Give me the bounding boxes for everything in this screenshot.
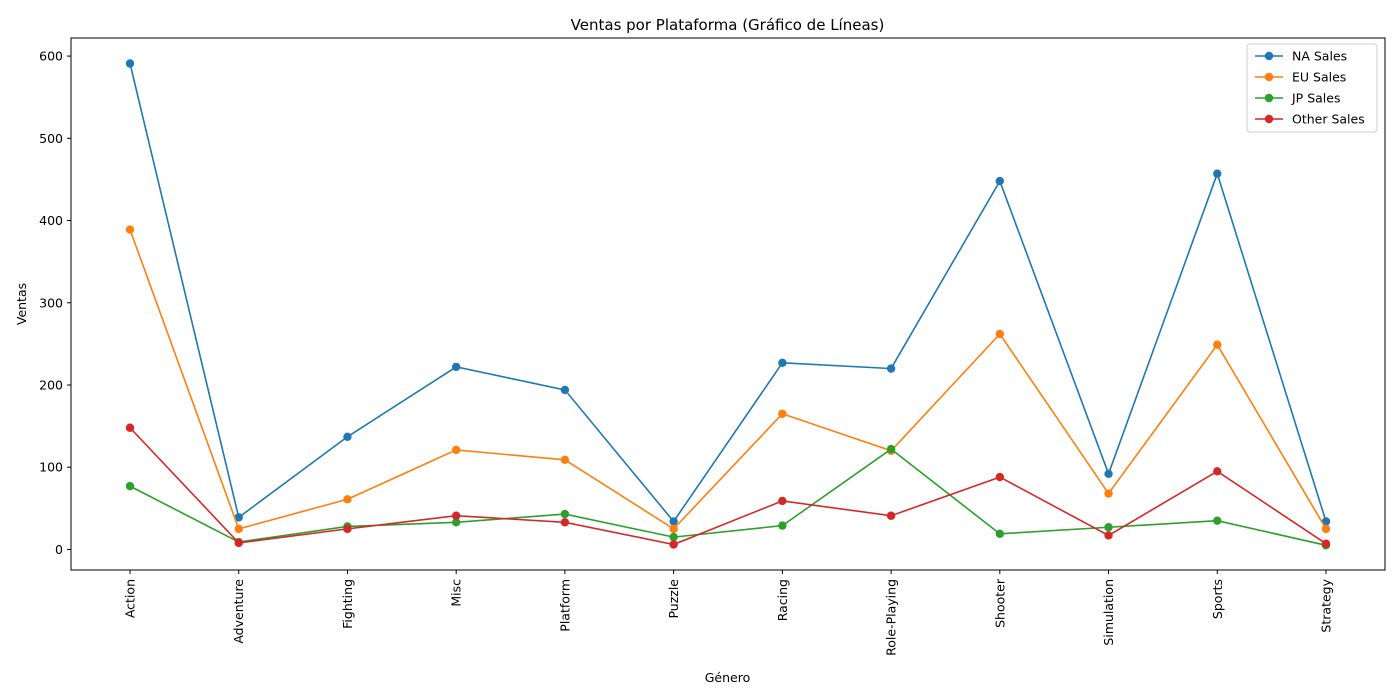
x-tick-label: Simulation — [1101, 579, 1116, 646]
data-point — [886, 511, 896, 520]
y-axis: 0 100 200 300 400 500 600 — [39, 49, 71, 557]
data-point — [995, 176, 1005, 186]
data-point — [886, 444, 896, 454]
data-point — [451, 518, 461, 527]
x-tick-label: Strategy — [1319, 578, 1334, 632]
data-point — [995, 472, 1005, 482]
data-point — [778, 521, 787, 530]
legend-marker — [1264, 51, 1274, 61]
legend-label: NA Sales — [1292, 49, 1347, 64]
chart-title: Ventas por Plataforma (Gráfico de Líneas… — [571, 16, 885, 34]
data-point — [1104, 531, 1113, 540]
data-point — [1104, 489, 1113, 498]
data-point — [125, 423, 135, 432]
data-point — [125, 225, 135, 234]
data-point — [343, 524, 352, 534]
data-point — [1213, 340, 1222, 349]
legend-marker — [1264, 114, 1274, 124]
legend-marker — [1264, 93, 1274, 103]
legend-label: EU Sales — [1292, 70, 1346, 85]
legend-label: JP Sales — [1291, 91, 1340, 106]
x-tick-label: Adventure — [231, 579, 246, 644]
legend-label: Other Sales — [1292, 112, 1365, 127]
x-tick-label: Fighting — [340, 579, 355, 629]
y-tick-label: 600 — [39, 49, 63, 64]
data-point — [125, 481, 135, 491]
y-tick-label: 500 — [39, 131, 63, 146]
x-axis-label: Género — [705, 670, 751, 685]
plot-frame — [70, 37, 1386, 571]
data-point — [669, 524, 678, 534]
data-point — [234, 513, 243, 522]
data-point — [451, 362, 461, 372]
data-point — [560, 509, 570, 519]
x-tick-label: Role-Playing — [884, 579, 899, 656]
data-point — [343, 495, 352, 504]
x-tick-label: Sports — [1210, 579, 1225, 619]
x-tick-label: Shooter — [992, 578, 1007, 628]
series-layer — [125, 59, 1331, 550]
data-point — [1213, 467, 1222, 476]
data-point — [451, 445, 461, 455]
data-point — [886, 364, 896, 373]
data-point — [1321, 524, 1331, 534]
data-point — [778, 496, 787, 506]
data-point — [125, 59, 135, 68]
data-point — [1213, 516, 1222, 525]
series-line — [129, 63, 1327, 523]
x-tick-label: Racing — [775, 579, 790, 621]
series-jp-sales — [125, 444, 1331, 550]
data-point — [995, 529, 1005, 539]
x-tick-label: Action — [123, 579, 138, 618]
x-tick-label: Platform — [557, 579, 572, 632]
data-point — [343, 432, 352, 441]
y-tick-label: 0 — [55, 542, 63, 557]
x-axis: Action Adventure Fighting Misc Platform Puzzl… — [123, 570, 1334, 656]
series-na-sales — [125, 59, 1331, 526]
series-line — [129, 427, 1327, 546]
data-point — [778, 358, 787, 367]
y-axis-label: Ventas — [14, 283, 29, 325]
data-point — [560, 455, 570, 465]
data-point — [1321, 539, 1331, 548]
data-point — [669, 540, 678, 549]
legend-marker — [1264, 72, 1274, 82]
x-tick-label: Misc — [449, 579, 464, 607]
data-point — [669, 517, 678, 526]
series-eu-sales — [125, 225, 1331, 534]
x-tick-label: Puzzle — [666, 579, 681, 619]
y-tick-label: 100 — [39, 460, 63, 475]
series-line — [129, 448, 1327, 547]
legend-box — [1246, 43, 1378, 133]
data-point — [669, 532, 678, 542]
legend: NA Sales EU Sales JP Sales Other Sales — [1246, 43, 1378, 133]
data-point — [778, 409, 787, 418]
y-tick-label: 400 — [39, 213, 63, 228]
data-point — [1104, 523, 1113, 532]
data-point — [995, 329, 1005, 339]
data-point — [451, 511, 461, 520]
data-point — [234, 524, 243, 534]
data-point — [1321, 517, 1331, 526]
data-point — [1213, 169, 1222, 178]
series-line — [129, 229, 1327, 530]
series-other-sales — [125, 423, 1331, 549]
y-tick-label: 200 — [39, 377, 63, 392]
data-point — [560, 518, 570, 527]
data-point — [560, 385, 570, 395]
y-tick-label: 300 — [39, 295, 63, 310]
data-point — [234, 538, 243, 548]
data-point — [1104, 469, 1113, 478]
